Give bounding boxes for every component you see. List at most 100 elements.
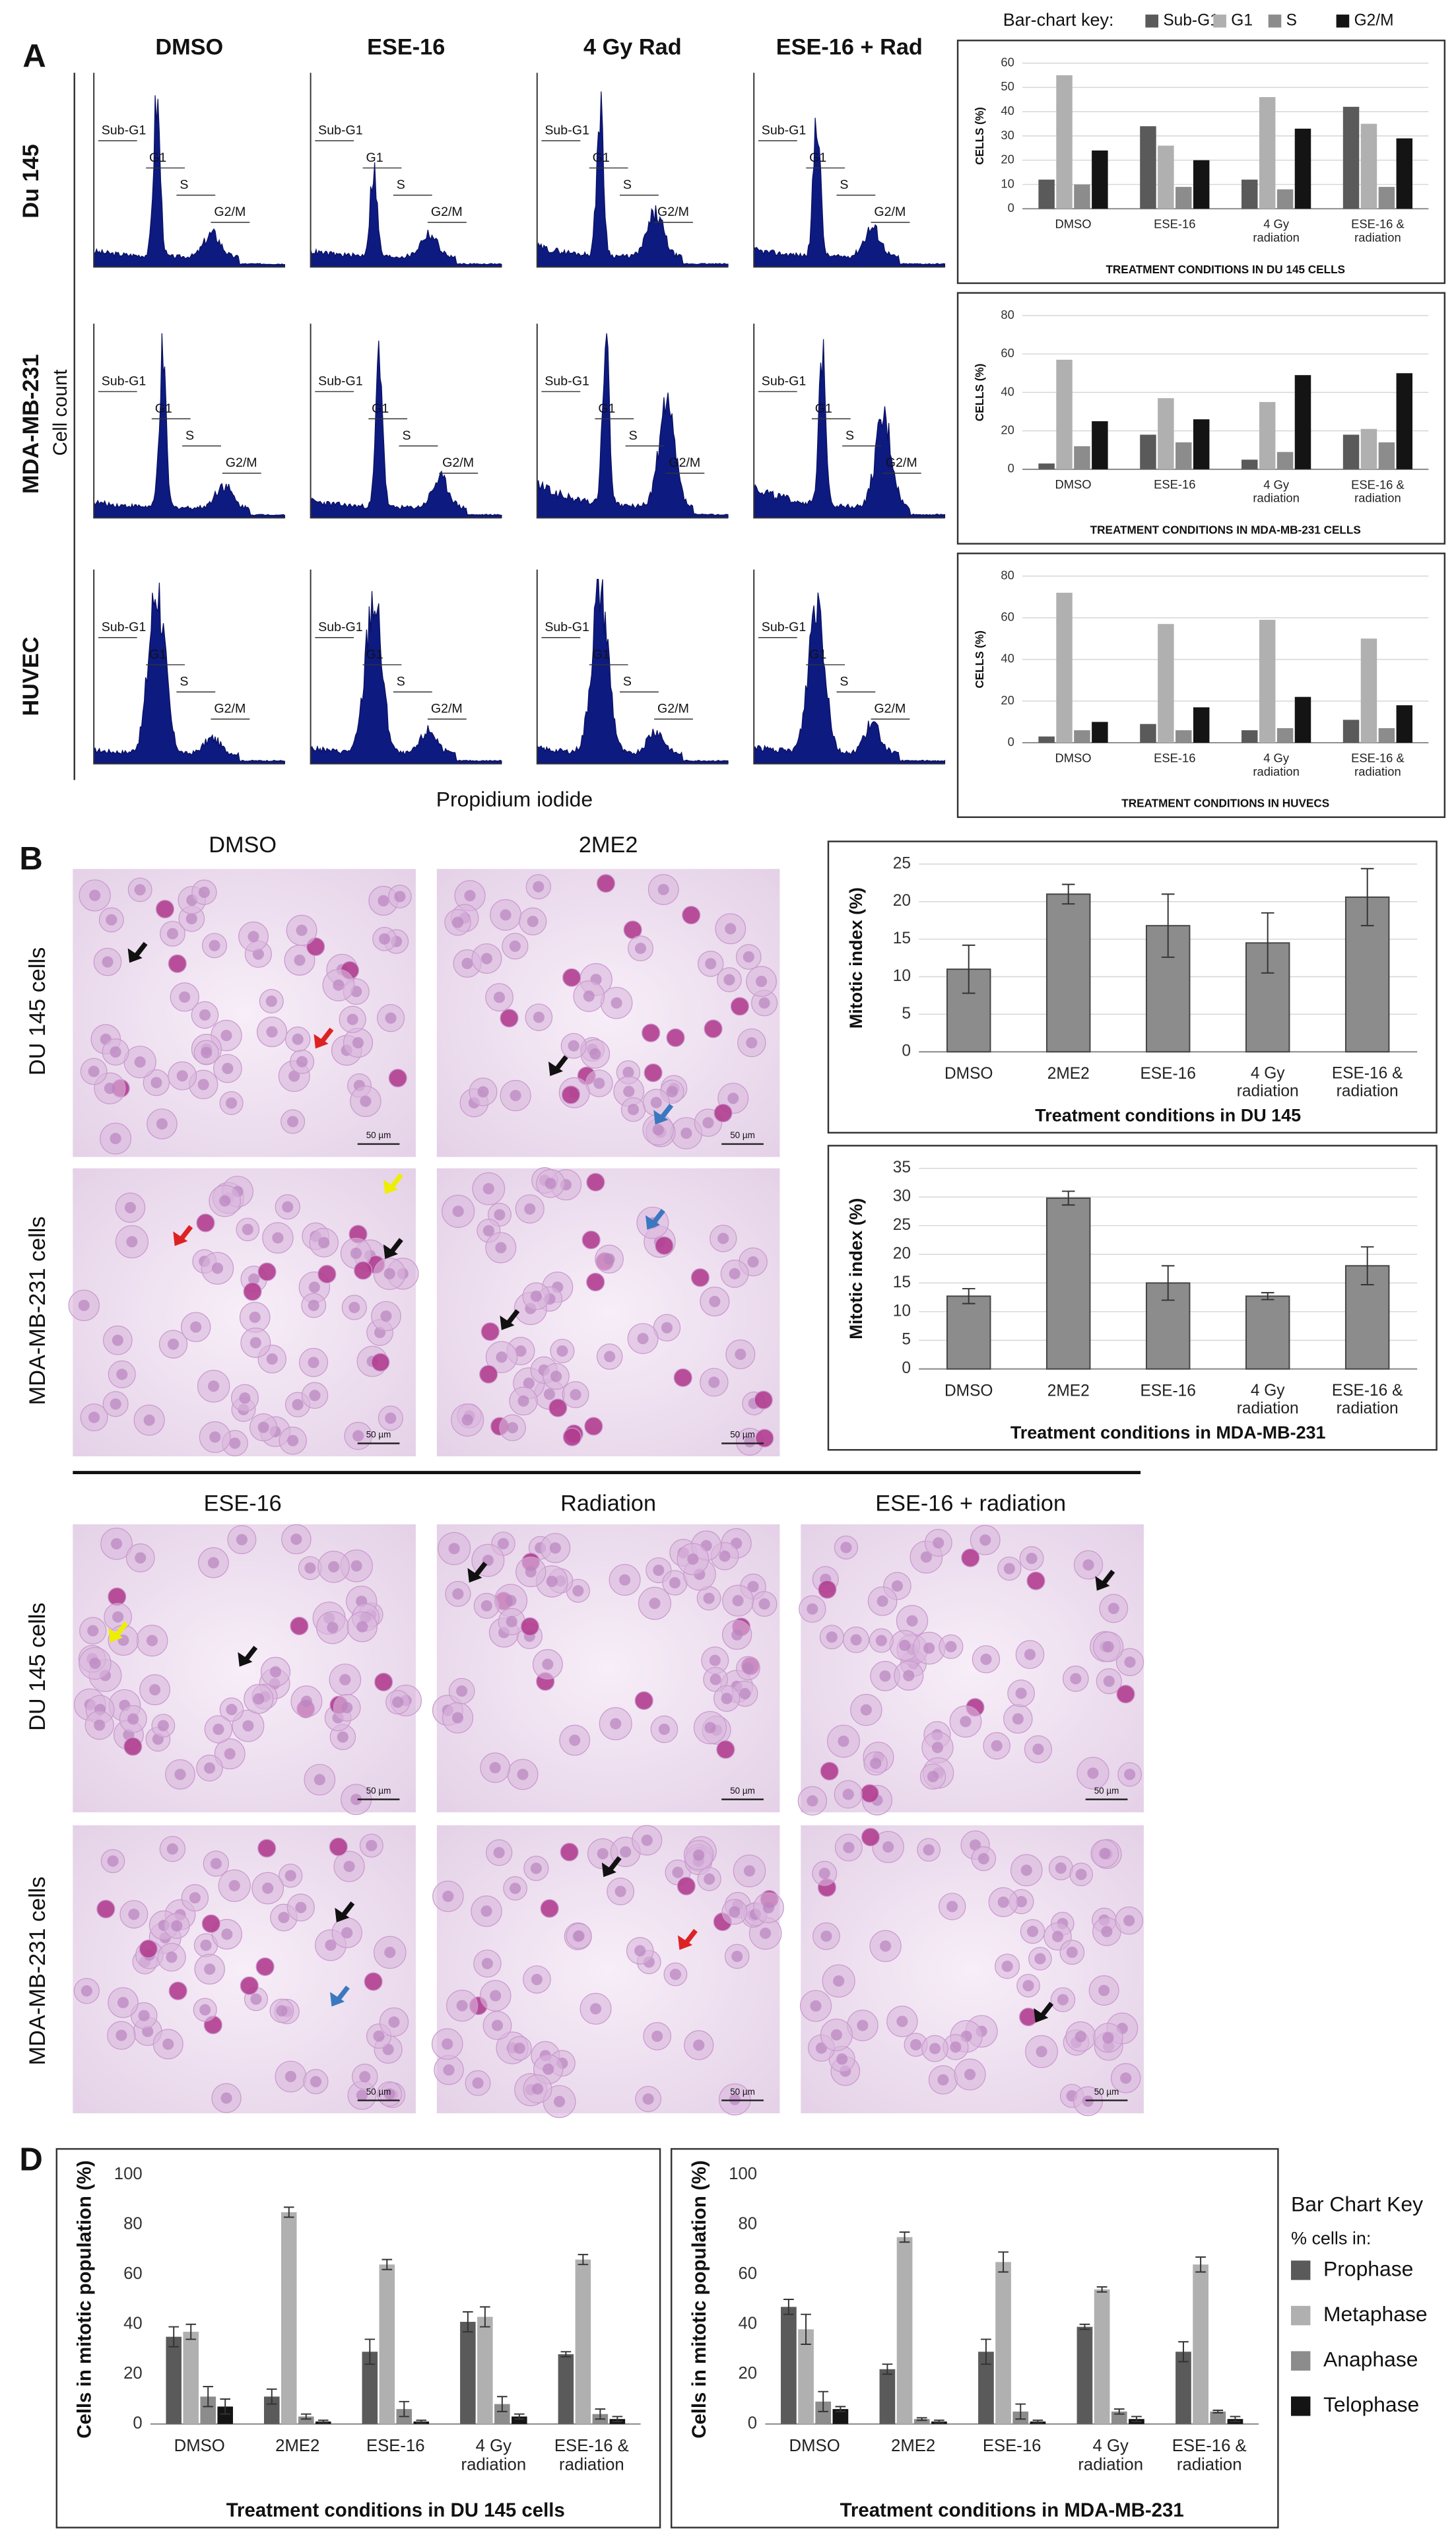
peak-label: S <box>623 178 632 192</box>
chart-frame <box>55 2148 661 2528</box>
nucleus <box>653 1564 665 1576</box>
nucleus <box>652 1124 664 1135</box>
bar <box>1092 421 1108 469</box>
y-tick-label: 20 <box>123 2364 143 2383</box>
cell <box>290 1616 309 1636</box>
bar <box>1378 187 1395 209</box>
bar <box>1158 624 1174 743</box>
nucleus <box>729 1268 741 1279</box>
nucleus <box>207 1557 220 1569</box>
nucleus <box>494 1209 506 1221</box>
bar <box>1360 638 1377 743</box>
nucleus <box>721 1693 733 1705</box>
y-tick-label: 25 <box>893 854 911 872</box>
nucleus <box>451 1712 464 1724</box>
peak-label: G1 <box>598 401 615 416</box>
nucleus <box>221 1928 233 1940</box>
nucleus <box>891 1580 904 1592</box>
cell <box>201 1914 220 1934</box>
legend-label: G2/M <box>1354 11 1394 29</box>
bar <box>477 2317 493 2424</box>
nucleus <box>250 1993 262 2005</box>
histogram <box>310 591 502 764</box>
cell <box>730 997 749 1016</box>
nucleus <box>710 1674 721 1685</box>
cell <box>548 1398 568 1417</box>
error-bar <box>962 944 976 994</box>
scale-bar-label: 50 µm <box>730 2087 755 2097</box>
bar <box>1378 728 1395 743</box>
error-bar <box>266 2388 277 2405</box>
nucleus <box>709 1654 721 1666</box>
column-header: 2ME2 <box>579 832 638 858</box>
nucleus <box>482 1225 494 1237</box>
peak-label: S <box>397 675 405 689</box>
histogram-axes <box>536 569 728 764</box>
peak-label: Sub-G1 <box>102 123 147 138</box>
histogram <box>753 592 946 764</box>
nucleus <box>920 1551 932 1563</box>
nucleus <box>282 1201 294 1213</box>
cell <box>329 1837 348 1856</box>
nucleus <box>347 1013 358 1025</box>
histogram-axes <box>753 73 945 268</box>
peak-label: Sub-G1 <box>318 620 363 634</box>
peak-label: G2/M <box>874 702 906 716</box>
nucleus <box>224 1748 236 1760</box>
row-label: HUVEC <box>18 637 44 716</box>
nucleus <box>729 1906 741 1918</box>
y-tick-label: 0 <box>1008 735 1014 749</box>
nucleus <box>495 1242 507 1254</box>
cell <box>1116 1685 1135 1704</box>
scale-bar-label: 50 µm <box>730 1430 755 1440</box>
peak-label: G2/M <box>657 205 689 219</box>
nucleus <box>597 1848 609 1860</box>
y-tick-label: 40 <box>1001 104 1014 118</box>
nucleus <box>199 2004 211 2016</box>
bar <box>298 2416 314 2424</box>
legend-label: Sub-G1 <box>1163 11 1218 29</box>
legend-label: Anaphase <box>1323 2348 1418 2371</box>
y-axis-label: Cells in mitotic population (%) <box>688 2160 710 2438</box>
nucleus <box>249 1311 261 1323</box>
peak-label: Sub-G1 <box>102 374 147 389</box>
cell <box>673 1368 692 1387</box>
x-tick-label: ESE-16 <box>1154 217 1195 231</box>
scale-bar-label: 50 µm <box>730 1786 755 1796</box>
nucleus <box>201 1046 213 1058</box>
nucleus <box>112 1334 123 1346</box>
panel-label: B <box>19 841 42 877</box>
cell <box>561 1085 581 1104</box>
scale-bar-label: 50 µm <box>1094 2087 1119 2097</box>
row-label: MDA-MB-231 cells <box>25 1877 50 2066</box>
arrow-head <box>653 1110 669 1125</box>
bar <box>1193 707 1210 743</box>
cell <box>123 1737 143 1756</box>
legend-swatch <box>1290 2351 1311 2371</box>
x-tick-label: 2ME2 <box>891 2437 935 2455</box>
cell <box>860 1784 879 1803</box>
bar <box>1056 592 1073 743</box>
histogram <box>93 582 286 764</box>
nucleus <box>106 914 117 926</box>
x-tick-label: DMSO <box>944 1382 993 1400</box>
x-tick-label: ESE-16 <box>1140 1382 1195 1400</box>
nucleus <box>210 1858 222 1870</box>
arrow-head <box>678 1935 693 1950</box>
nucleus <box>300 1695 312 1707</box>
nucleus <box>308 1299 319 1312</box>
error-bar <box>882 2363 893 2375</box>
arrow-head <box>173 1231 188 1246</box>
error-bar <box>185 2323 197 2340</box>
cell <box>690 1268 710 1287</box>
nucleus <box>166 1843 178 1855</box>
histogram <box>753 339 946 518</box>
x-tick-label: ESE-16 <box>366 2437 425 2455</box>
nucleus <box>1034 1953 1046 1965</box>
y-tick-label: 20 <box>739 2364 758 2383</box>
nucleus <box>838 1735 849 1747</box>
nucleus <box>480 1905 492 1917</box>
nucleus <box>292 1033 304 1045</box>
column-header: ESE-16 + radiation <box>875 1491 1066 1516</box>
